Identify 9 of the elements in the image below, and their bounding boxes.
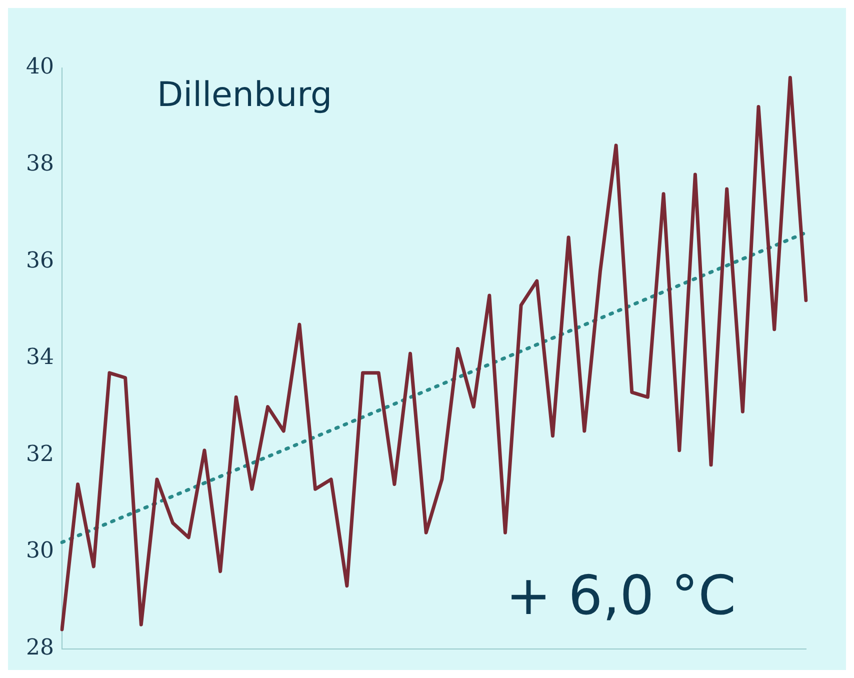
y-tick-label: 28 — [26, 636, 54, 661]
annotation: + 6,0 °C — [506, 564, 736, 627]
y-tick-label: 36 — [26, 248, 54, 274]
chart-title: Dillenburg — [156, 74, 332, 115]
y-tick-label: 30 — [26, 538, 54, 564]
y-tick-label: 32 — [26, 442, 54, 467]
y-tick-label: 34 — [26, 345, 54, 370]
y-tick-label: 38 — [26, 152, 54, 177]
y-tick-label: 40 — [26, 54, 54, 80]
